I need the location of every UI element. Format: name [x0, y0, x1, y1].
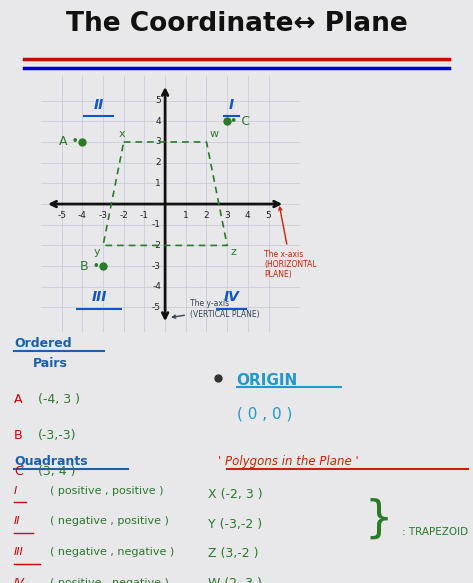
Text: x: x: [118, 129, 125, 139]
Text: A •: A •: [60, 135, 79, 149]
Text: II: II: [14, 517, 21, 526]
Text: 2: 2: [204, 211, 209, 220]
Text: I: I: [14, 486, 18, 496]
Text: 2: 2: [155, 158, 161, 167]
Text: 4: 4: [245, 211, 251, 220]
Text: The Coordinate↔ Plane: The Coordinate↔ Plane: [66, 12, 407, 37]
Text: -1: -1: [140, 211, 149, 220]
Text: IV: IV: [14, 578, 25, 583]
Text: Y (-3,-2 ): Y (-3,-2 ): [208, 518, 262, 531]
Text: -5: -5: [152, 303, 161, 312]
Text: X (-2, 3 ): X (-2, 3 ): [208, 488, 263, 501]
Text: z: z: [230, 248, 236, 258]
Text: (-3,-3): (-3,-3): [38, 429, 76, 442]
Text: 5: 5: [155, 96, 161, 105]
Text: }: }: [364, 498, 393, 541]
Text: 5: 5: [266, 211, 272, 220]
Text: A: A: [14, 393, 23, 406]
Text: ( negative , negative ): ( negative , negative ): [50, 547, 174, 557]
Text: I: I: [229, 98, 234, 112]
Text: B: B: [14, 429, 23, 442]
Text: B •: B •: [80, 259, 100, 273]
Text: ( 0 , 0 ): ( 0 , 0 ): [236, 406, 292, 421]
Text: 3: 3: [155, 138, 161, 146]
Text: -3: -3: [98, 211, 107, 220]
Text: The y-axis
(VERTICAL PLANE): The y-axis (VERTICAL PLANE): [173, 299, 260, 319]
Text: -2: -2: [119, 211, 128, 220]
Text: Quadrants: Quadrants: [14, 455, 88, 468]
Text: The x-axis
(HORIZONTAL
PLANE): The x-axis (HORIZONTAL PLANE): [264, 208, 317, 279]
Text: ORIGIN: ORIGIN: [236, 373, 298, 388]
Text: III: III: [91, 290, 106, 304]
Text: 1: 1: [155, 179, 161, 188]
Text: -4: -4: [152, 282, 161, 292]
Text: • C: • C: [230, 115, 250, 128]
Text: III: III: [14, 547, 24, 557]
Text: II: II: [94, 98, 104, 112]
Text: ( negative , positive ): ( negative , positive ): [50, 517, 168, 526]
Text: Ordered: Ordered: [14, 337, 72, 350]
Text: 4: 4: [155, 117, 161, 126]
Text: -2: -2: [152, 241, 161, 250]
Text: y: y: [93, 248, 100, 258]
Text: ' Polygons in the Plane ': ' Polygons in the Plane ': [218, 455, 359, 468]
Text: -1: -1: [152, 220, 161, 229]
Text: IV: IV: [223, 290, 239, 304]
Text: -4: -4: [78, 211, 87, 220]
Text: ( positive , positive ): ( positive , positive ): [50, 486, 163, 496]
Text: Pairs: Pairs: [33, 357, 68, 370]
Text: (3, 4 ): (3, 4 ): [38, 465, 75, 478]
Text: Z (3,-2 ): Z (3,-2 ): [208, 547, 259, 560]
Text: ( positive , negative ): ( positive , negative ): [50, 578, 168, 583]
Text: -3: -3: [152, 262, 161, 271]
Text: w: w: [210, 129, 219, 139]
Text: 3: 3: [224, 211, 230, 220]
Text: : TRAPEZOID: : TRAPEZOID: [402, 528, 468, 538]
Text: 1: 1: [183, 211, 189, 220]
Text: W (2, 3 ): W (2, 3 ): [208, 577, 262, 583]
Text: C: C: [14, 465, 23, 478]
Text: (-4, 3 ): (-4, 3 ): [38, 393, 80, 406]
Text: -5: -5: [57, 211, 66, 220]
